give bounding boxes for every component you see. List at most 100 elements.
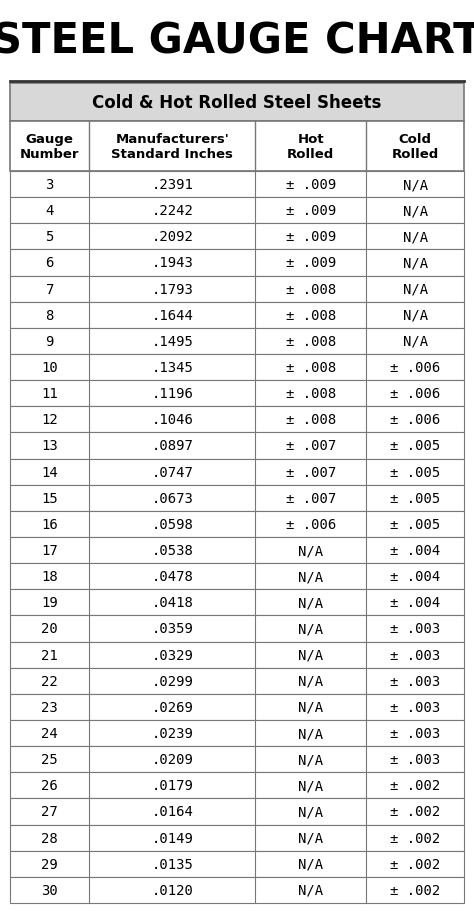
Text: N/A: N/A bbox=[298, 622, 323, 636]
Text: 14: 14 bbox=[41, 466, 58, 479]
Text: .2242: .2242 bbox=[151, 204, 193, 218]
Text: 15: 15 bbox=[41, 491, 58, 506]
Text: N/A: N/A bbox=[298, 857, 323, 871]
Text: ± .002: ± .002 bbox=[390, 883, 440, 897]
Bar bbox=[10, 329, 464, 354]
Bar bbox=[10, 799, 464, 824]
Bar bbox=[10, 433, 464, 459]
Text: N/A: N/A bbox=[402, 334, 428, 349]
Text: N/A: N/A bbox=[402, 282, 428, 296]
Bar bbox=[10, 224, 464, 251]
Text: N/A: N/A bbox=[298, 544, 323, 558]
Text: 23: 23 bbox=[41, 701, 58, 714]
Text: N/A: N/A bbox=[402, 178, 428, 192]
Text: .0120: .0120 bbox=[151, 883, 193, 897]
Bar bbox=[10, 773, 464, 799]
Text: N/A: N/A bbox=[402, 204, 428, 218]
Text: ± .003: ± .003 bbox=[390, 726, 440, 741]
Text: ± .007: ± .007 bbox=[286, 466, 336, 479]
Text: 5: 5 bbox=[46, 230, 54, 244]
Text: .0269: .0269 bbox=[151, 701, 193, 714]
Text: ± .007: ± .007 bbox=[286, 491, 336, 506]
Text: 17: 17 bbox=[41, 544, 58, 558]
Text: ± .002: ± .002 bbox=[390, 804, 440, 819]
Text: ± .006: ± .006 bbox=[390, 387, 440, 401]
Text: ± .008: ± .008 bbox=[286, 309, 336, 322]
Bar bbox=[10, 746, 464, 773]
Bar bbox=[10, 564, 464, 589]
Text: .0329: .0329 bbox=[151, 648, 193, 662]
Bar bbox=[10, 172, 464, 198]
Text: ± .009: ± .009 bbox=[286, 230, 336, 244]
Bar bbox=[10, 486, 464, 511]
Text: .0299: .0299 bbox=[151, 674, 193, 688]
Text: ± .008: ± .008 bbox=[286, 413, 336, 427]
Text: ± .006: ± .006 bbox=[286, 517, 336, 531]
Text: ± .008: ± .008 bbox=[286, 387, 336, 401]
Bar bbox=[10, 721, 464, 746]
Text: ± .004: ± .004 bbox=[390, 544, 440, 558]
Bar bbox=[10, 589, 464, 616]
Text: 25: 25 bbox=[41, 752, 58, 766]
Text: N/A: N/A bbox=[298, 569, 323, 584]
Text: ± .009: ± .009 bbox=[286, 204, 336, 218]
Text: N/A: N/A bbox=[298, 674, 323, 688]
Text: 20: 20 bbox=[41, 622, 58, 636]
Text: ± .003: ± .003 bbox=[390, 701, 440, 714]
Text: N/A: N/A bbox=[298, 804, 323, 819]
Bar bbox=[10, 381, 464, 407]
Text: 3: 3 bbox=[46, 178, 54, 192]
Text: 4: 4 bbox=[46, 204, 54, 218]
Text: N/A: N/A bbox=[298, 701, 323, 714]
Text: ± .006: ± .006 bbox=[390, 413, 440, 427]
Text: ± .008: ± .008 bbox=[286, 282, 336, 296]
Text: 6: 6 bbox=[46, 256, 54, 271]
Bar bbox=[10, 537, 464, 564]
Bar bbox=[10, 824, 464, 851]
Text: ± .008: ± .008 bbox=[286, 361, 336, 374]
Text: .0179: .0179 bbox=[151, 779, 193, 793]
Bar bbox=[10, 877, 464, 903]
Text: N/A: N/A bbox=[298, 779, 323, 793]
Bar bbox=[10, 511, 464, 537]
Text: .1495: .1495 bbox=[151, 334, 193, 349]
Text: 16: 16 bbox=[41, 517, 58, 531]
Text: 30: 30 bbox=[41, 883, 58, 897]
Bar bbox=[10, 851, 464, 877]
Bar bbox=[10, 642, 464, 668]
Bar bbox=[10, 459, 464, 486]
Text: ± .003: ± .003 bbox=[390, 752, 440, 766]
Text: ± .005: ± .005 bbox=[390, 466, 440, 479]
Text: N/A: N/A bbox=[298, 726, 323, 741]
Text: 10: 10 bbox=[41, 361, 58, 374]
Text: .1345: .1345 bbox=[151, 361, 193, 374]
Text: 28: 28 bbox=[41, 831, 58, 844]
Text: 27: 27 bbox=[41, 804, 58, 819]
Text: .0418: .0418 bbox=[151, 596, 193, 609]
Text: .0135: .0135 bbox=[151, 857, 193, 871]
Text: .0538: .0538 bbox=[151, 544, 193, 558]
Text: ± .009: ± .009 bbox=[286, 178, 336, 192]
Bar bbox=[10, 354, 464, 381]
Text: N/A: N/A bbox=[298, 752, 323, 766]
Text: N/A: N/A bbox=[402, 309, 428, 322]
Text: Cold & Hot Rolled Steel Sheets: Cold & Hot Rolled Steel Sheets bbox=[92, 94, 382, 112]
Text: 18: 18 bbox=[41, 569, 58, 584]
Text: N/A: N/A bbox=[402, 256, 428, 271]
Text: 26: 26 bbox=[41, 779, 58, 793]
Text: Cold
Rolled: Cold Rolled bbox=[392, 133, 439, 161]
Text: 13: 13 bbox=[41, 439, 58, 453]
Text: N/A: N/A bbox=[298, 883, 323, 897]
Text: ± .002: ± .002 bbox=[390, 857, 440, 871]
Bar bbox=[10, 251, 464, 276]
Text: 21: 21 bbox=[41, 648, 58, 662]
Text: N/A: N/A bbox=[298, 831, 323, 844]
Text: 9: 9 bbox=[46, 334, 54, 349]
Text: .0673: .0673 bbox=[151, 491, 193, 506]
Text: 12: 12 bbox=[41, 413, 58, 427]
Bar bbox=[10, 302, 464, 329]
Text: .0209: .0209 bbox=[151, 752, 193, 766]
Text: 24: 24 bbox=[41, 726, 58, 741]
Text: 22: 22 bbox=[41, 674, 58, 688]
Text: .1196: .1196 bbox=[151, 387, 193, 401]
